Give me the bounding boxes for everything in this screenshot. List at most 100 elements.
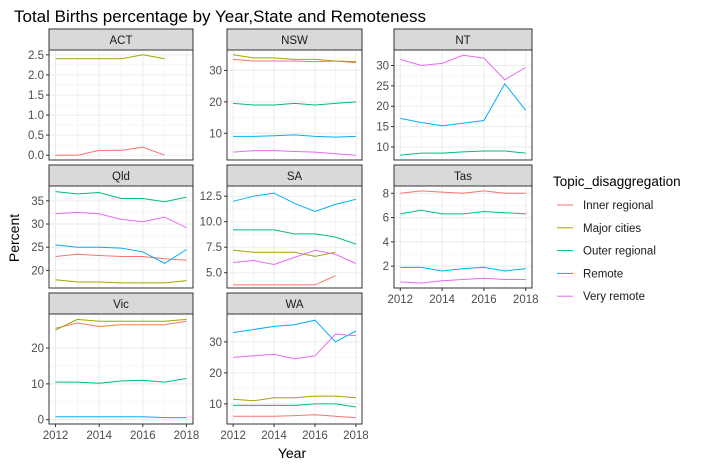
series-line-remote xyxy=(233,134,356,138)
y-tick-label: 30 xyxy=(31,219,44,231)
series-line-inner-regional xyxy=(55,253,187,261)
chart-title: Total Births percentage by Year,State an… xyxy=(14,7,426,26)
y-tick-label: 25 xyxy=(31,242,44,254)
panel-border xyxy=(48,49,194,161)
series-line-remote xyxy=(233,319,357,343)
x-tick-label: 2016 xyxy=(471,294,497,306)
y-tick-label: 35 xyxy=(31,196,44,208)
series-line-very-remote xyxy=(233,150,356,156)
panel-border xyxy=(226,313,363,425)
facet-strip-label: Tas xyxy=(454,171,472,183)
y-tick-label: 10 xyxy=(31,379,44,391)
x-tick-label: 2014 xyxy=(261,430,287,442)
facet-strip-label: NSW xyxy=(281,35,308,47)
y-tick-label: 10.0 xyxy=(200,217,222,229)
x-axis-label: Year xyxy=(278,445,307,461)
y-axis-label: Percent xyxy=(6,214,22,262)
series-line-remote xyxy=(400,266,526,272)
series-line-major-cities xyxy=(233,395,356,402)
series-line-inner-regional xyxy=(55,320,187,329)
series-line-outer-regional xyxy=(233,101,356,106)
legend-items: Inner regional Major cities Outer regional… xyxy=(557,200,656,303)
series-line-outer-regional xyxy=(400,150,526,156)
series-line-outer-regional xyxy=(55,191,187,203)
series-line-very-remote xyxy=(233,333,356,360)
x-tick-label: 2014 xyxy=(86,430,112,442)
legend-label: Outer regional xyxy=(583,246,656,258)
x-tick-label: 2012 xyxy=(220,430,246,442)
y-tick-label: 7.5 xyxy=(206,242,222,254)
x-tick-label: 2018 xyxy=(174,430,200,442)
series-line-remote xyxy=(55,416,187,419)
legend: Topic_disaggregation Inner regional Major… xyxy=(553,174,681,303)
series-line-very-remote xyxy=(55,211,187,229)
legend-label: Inner regional xyxy=(583,200,653,212)
legend-item-outer-regional: Outer regional xyxy=(557,246,656,258)
y-tick-label: 2.5 xyxy=(28,50,44,62)
series-line-outer-regional xyxy=(400,209,526,215)
y-tick-label: 10 xyxy=(209,128,222,140)
series-line-remote xyxy=(55,244,187,264)
y-tick-label: 8 xyxy=(383,188,389,200)
legend-label: Very remote xyxy=(583,291,645,303)
y-tick-label: 20 xyxy=(209,368,222,380)
facet-panel-tas: Tas 2 4 6 8 2012 2014 2016 2018 xyxy=(383,164,539,306)
facet-panel-sa: SA 5.0 7.5 10.0 12.5 xyxy=(200,164,363,289)
y-tick-label: 25 xyxy=(376,81,389,93)
facet-panel-vic: Vic 0 10 20 2012 2014 2016 2018 xyxy=(31,292,200,442)
y-tick-label: 20 xyxy=(31,343,44,355)
series-line-inner-regional xyxy=(55,146,165,156)
y-tick-label: 6 xyxy=(383,213,389,225)
legend-title: Topic_disaggregation xyxy=(553,174,681,189)
y-tick-label: 2 xyxy=(383,261,389,273)
panel-border xyxy=(226,185,363,289)
facet-panel-wa: WA 10 20 30 2012 2014 2016 2018 xyxy=(209,292,369,442)
x-tick-label: 2012 xyxy=(387,294,413,306)
series-line-very-remote xyxy=(233,249,357,266)
x-tick-label: 2018 xyxy=(343,430,369,442)
legend-item-remote: Remote xyxy=(557,268,623,280)
series-line-outer-regional xyxy=(233,403,356,408)
series-line-very-remote xyxy=(400,277,526,284)
legend-label: Remote xyxy=(583,268,623,280)
facet-panel-qld: Qld 20 25 30 35 xyxy=(31,164,194,289)
panel-border xyxy=(393,185,533,289)
series-line-inner-regional xyxy=(233,414,356,419)
y-tick-label: 20 xyxy=(376,101,389,113)
legend-label: Major cities xyxy=(583,223,641,235)
y-tick-label: 1.0 xyxy=(28,110,44,122)
series-line-inner-regional xyxy=(400,190,526,194)
legend-item-very-remote: Very remote xyxy=(557,291,645,303)
y-tick-label: 10 xyxy=(376,142,389,154)
series-line-major-cities xyxy=(233,249,336,257)
y-tick-label: 0.0 xyxy=(28,150,44,162)
series-line-major-cities xyxy=(55,318,187,331)
series-line-remote xyxy=(400,82,527,127)
series-line-major-cities xyxy=(233,54,356,63)
panel-border xyxy=(48,185,194,289)
series-line-outer-regional xyxy=(233,229,357,245)
y-tick-label: 15 xyxy=(376,122,389,134)
x-tick-label: 2016 xyxy=(302,430,328,442)
y-tick-label: 1.5 xyxy=(28,90,44,102)
panel-border xyxy=(48,313,194,425)
series-line-major-cities xyxy=(55,54,165,60)
series-line-very-remote xyxy=(400,54,526,81)
series-line-remote xyxy=(232,192,357,213)
y-tick-label: 20 xyxy=(31,265,44,277)
facet-panel-nsw: NSW 10 20 30 xyxy=(209,28,363,161)
y-tick-label: 30 xyxy=(209,65,222,77)
facet-strip-label: WA xyxy=(285,299,303,311)
facet-strip-label: SA xyxy=(287,171,303,183)
x-tick-label: 2018 xyxy=(513,294,539,306)
facet-strip-label: NT xyxy=(455,35,470,47)
legend-item-inner-regional: Inner regional xyxy=(557,200,653,212)
facet-panel-act: ACT 0.0 0.5 1.0 1.5 2.0 2.5 xyxy=(28,28,194,162)
y-tick-label: 20 xyxy=(209,97,222,109)
y-tick-label: 2.0 xyxy=(28,70,44,82)
y-tick-label: 4 xyxy=(383,237,390,249)
y-tick-label: 12.5 xyxy=(200,191,222,203)
panel-border xyxy=(226,49,363,161)
y-tick-label: 5.0 xyxy=(206,268,222,280)
